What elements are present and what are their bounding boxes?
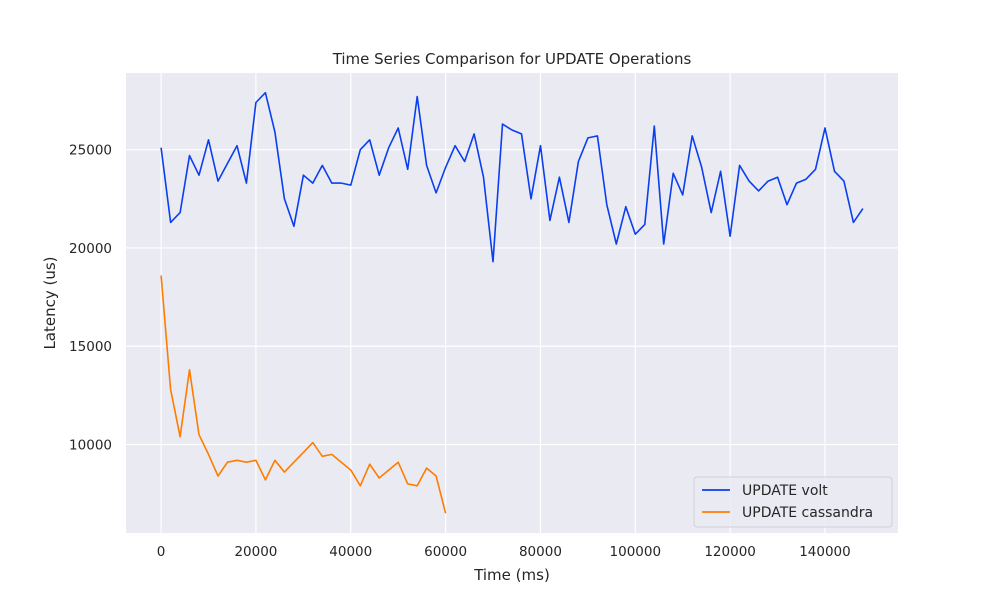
x-tick-label: 40000 <box>329 544 372 560</box>
y-tick-label: 10000 <box>69 438 112 454</box>
y-tick-label: 25000 <box>69 143 112 159</box>
series-line-cassandra <box>160 275 447 514</box>
x-axis-label: Time (ms) <box>473 566 550 584</box>
x-tick-label: 0 <box>157 544 166 560</box>
x-tick-label: 60000 <box>424 544 467 560</box>
y-axis-label: Latency (us) <box>41 256 59 349</box>
x-tick-label: 80000 <box>519 544 562 560</box>
chart-title: Time Series Comparison for UPDATE Operat… <box>332 50 692 68</box>
tick-labels: 0 20000 40000 60000 80000 100000 120000 140000 1… <box>69 143 851 560</box>
legend-frame <box>693 476 893 528</box>
plot-area <box>126 73 898 533</box>
series-line-volt <box>160 91 864 263</box>
legend-label-cassandra: UPDATE cassandra <box>742 505 873 521</box>
x-tick-label: 140000 <box>799 544 851 560</box>
series-lines <box>160 91 864 514</box>
x-tick-label: 100000 <box>610 544 662 560</box>
x-tick-label: 120000 <box>704 544 756 560</box>
x-tick-label: 20000 <box>234 544 277 560</box>
grid <box>126 73 898 533</box>
y-tick-label: 15000 <box>69 339 112 355</box>
legend: UPDATE volt UPDATE cassandra <box>693 476 893 528</box>
legend-label-volt: UPDATE volt <box>742 483 828 499</box>
y-tick-label: 20000 <box>69 241 112 257</box>
